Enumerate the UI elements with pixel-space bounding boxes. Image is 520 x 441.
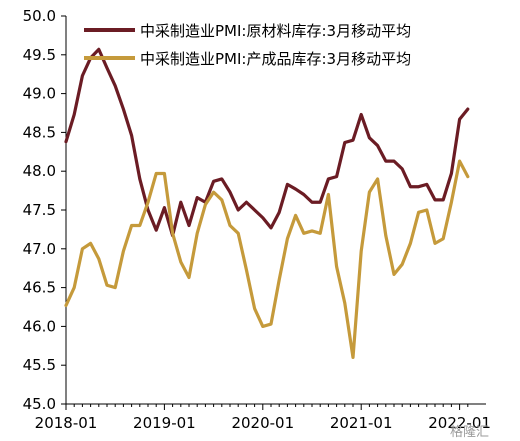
y-tick-label: 45.0 bbox=[23, 395, 56, 413]
watermark: 格隆汇 bbox=[450, 424, 489, 440]
x-tick-label: 2019-01 bbox=[133, 414, 196, 432]
x-tick-label: 2018-01 bbox=[35, 414, 98, 432]
y-tick-label: 46.5 bbox=[23, 279, 56, 297]
series-line-raw-material-inventory bbox=[64, 47, 470, 238]
axes: 45.0 45.5 46.0 46.5 47.0 47.5 48.0 48.5 49.0 49.5… bbox=[23, 7, 491, 432]
legend: 中采制造业PMI:原材料库存:3月移动平均 中采制造业PMI:产成品库存:3月移… bbox=[84, 22, 411, 68]
legend-label-finished-goods: 中采制造业PMI:产成品库存:3月移动平均 bbox=[140, 50, 411, 68]
x-tick-label: 2021-01 bbox=[330, 414, 393, 432]
series-layer bbox=[64, 47, 470, 360]
y-tick-label: 50.0 bbox=[23, 7, 56, 25]
y-tick-label: 48.0 bbox=[23, 162, 56, 180]
legend-label-raw-material: 中采制造业PMI:原材料库存:3月移动平均 bbox=[140, 22, 411, 40]
series-line-finished-goods-inventory bbox=[64, 159, 470, 360]
x-tick-label: 2020-01 bbox=[231, 414, 294, 432]
y-tick-label: 49.5 bbox=[23, 46, 56, 64]
x-tick-label: 2022-01 bbox=[428, 414, 491, 432]
y-tick-label: 48.5 bbox=[23, 123, 56, 141]
x-ticks: 2018-01 2019-01 2020-01 2021-01 2022-01 bbox=[35, 404, 491, 432]
y-tick-label: 47.0 bbox=[23, 240, 56, 258]
y-tick-label: 49.0 bbox=[23, 85, 56, 103]
y-tick-label: 45.5 bbox=[23, 356, 56, 374]
y-tick-label: 47.5 bbox=[23, 201, 56, 219]
y-ticks: 45.0 45.5 46.0 46.5 47.0 47.5 48.0 48.5 49.0 49.5… bbox=[23, 7, 66, 413]
y-tick-label: 46.0 bbox=[23, 317, 56, 335]
